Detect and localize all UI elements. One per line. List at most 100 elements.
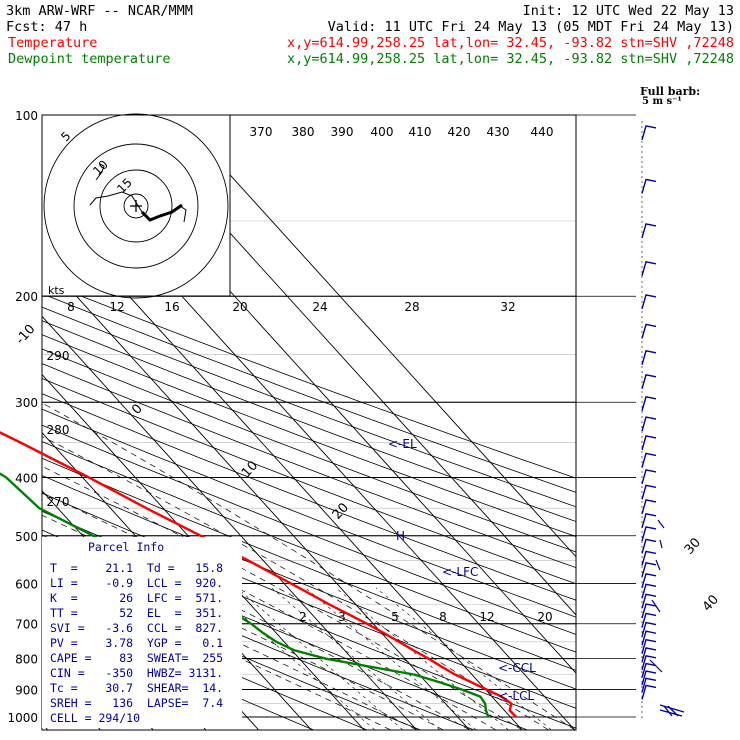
theta-label: 370 bbox=[250, 125, 273, 139]
theta-label: 390 bbox=[331, 125, 354, 139]
wind-barb bbox=[641, 435, 657, 451]
wind-barb bbox=[641, 572, 657, 588]
mixing-ratio-label: 16 bbox=[164, 300, 179, 314]
hodograph-trace-loop bbox=[95, 163, 105, 181]
mixing-ratio-label: 12 bbox=[109, 300, 124, 314]
h-marker: H bbox=[396, 529, 405, 543]
pressure-tick-label: 500 bbox=[15, 530, 38, 544]
theta-label: 410 bbox=[409, 125, 432, 139]
wind-barb bbox=[641, 125, 657, 141]
parcel-info-row: K = 26 LFC = 571. bbox=[50, 591, 223, 605]
wind-barb bbox=[641, 638, 657, 654]
wind-barb bbox=[641, 499, 657, 515]
isotherm bbox=[42, 257, 470, 730]
temperature-location: x,y=614.99,258.25 lat,lon= 32.45, -93.82… bbox=[287, 35, 734, 51]
wind-barb bbox=[659, 704, 685, 717]
dry-adiabat bbox=[42, 475, 576, 690]
parcel-info-row: CIN = -350 HWBZ= 3131. bbox=[50, 666, 223, 680]
mixing-ratio-label: 12 bbox=[479, 610, 494, 624]
mixing-ratio-line bbox=[236, 587, 403, 730]
wind-barb bbox=[641, 223, 657, 239]
mixing-ratio-label: 2 bbox=[299, 610, 307, 624]
theta-label: 400 bbox=[371, 125, 394, 139]
hodograph-ring bbox=[43, 113, 229, 299]
isotherm-label: 20 bbox=[330, 500, 352, 522]
dry-adiabat bbox=[42, 457, 576, 671]
wind-barb bbox=[641, 469, 657, 485]
wind-barb bbox=[641, 593, 657, 609]
mixing-ratio-label: 24 bbox=[312, 300, 327, 314]
hodograph-ring bbox=[99, 169, 173, 243]
dry-adiabat bbox=[42, 280, 576, 479]
mixing-ratio-label: 3 bbox=[338, 610, 346, 624]
dry-adiabat bbox=[42, 589, 367, 730]
isotherm-label: 30 bbox=[682, 535, 704, 557]
pressure-tick-label: 800 bbox=[15, 653, 38, 667]
hodograph-trace-bold bbox=[140, 203, 183, 222]
wind-barb bbox=[641, 323, 657, 339]
parcel-info-row: T = 21.1 Td = 15.8 bbox=[50, 561, 223, 575]
el-marker: <-EL bbox=[388, 437, 417, 451]
dry-adiabat bbox=[42, 424, 576, 635]
wind-barb bbox=[641, 677, 657, 693]
isotherm bbox=[42, 373, 365, 730]
pressure-tick-label: 1000 bbox=[7, 711, 38, 725]
wind-barb bbox=[641, 630, 657, 646]
parcel-info-row: CELL = 294/10 bbox=[50, 711, 140, 725]
temperature-legend: Temperature bbox=[8, 35, 97, 51]
hodograph-units: kts bbox=[48, 284, 65, 297]
init-time: Init: 12 UTC Wed 22 May 13 bbox=[523, 3, 734, 19]
mixing-ratio-label: 20 bbox=[537, 610, 552, 624]
pressure-tick-label: 400 bbox=[15, 471, 38, 485]
wind-barb bbox=[641, 452, 657, 468]
theta-label: 420 bbox=[448, 125, 471, 139]
wind-barbs bbox=[641, 121, 685, 720]
theta-label: 290 bbox=[47, 349, 70, 363]
parcel-info-title: Parcel Info bbox=[88, 540, 164, 554]
theta-label: 380 bbox=[292, 125, 315, 139]
wind-barb bbox=[641, 612, 657, 628]
temperature-profile bbox=[0, 431, 518, 718]
plot-border bbox=[41, 114, 577, 731]
wind-barb bbox=[641, 261, 657, 277]
wind-barb bbox=[641, 550, 657, 566]
isotherm bbox=[175, 115, 576, 558]
dry-adiabat bbox=[42, 348, 576, 553]
model-title: 3km ARW-WRF -- NCAR/MMM bbox=[6, 3, 193, 19]
isotherm bbox=[42, 722, 48, 730]
theta-label: 430 bbox=[487, 125, 510, 139]
pressure-tick-label: 100 bbox=[15, 109, 38, 123]
wind-barb bbox=[641, 484, 657, 500]
theta-label: 280 bbox=[47, 423, 70, 437]
wind-barb bbox=[641, 513, 657, 529]
dry-adiabat bbox=[42, 334, 576, 537]
wind-barb bbox=[641, 684, 657, 700]
dry-adiabat bbox=[42, 377, 576, 585]
parcel-info-row: SVI = -3.6 CCL = 827. bbox=[50, 621, 223, 635]
dry-adiabat bbox=[42, 320, 576, 522]
diagram-grid bbox=[41, 114, 636, 731]
moist-adiabat bbox=[42, 465, 523, 730]
pressure-tick-label: 700 bbox=[15, 618, 38, 632]
parcel-info-row: SREH = 136 LAPSE= 7.4 bbox=[50, 696, 223, 710]
mixing-ratio-label: 8 bbox=[439, 610, 447, 624]
mixing-ratio-label: 28 bbox=[404, 300, 419, 314]
wind-barb bbox=[641, 583, 657, 599]
dewpoint-location: x,y=614.99,258.25 lat,lon= 32.45, -93.82… bbox=[287, 51, 734, 67]
theta-label: 270 bbox=[47, 495, 70, 509]
lfc-marker: <-LFC bbox=[442, 565, 478, 579]
moist-adiabat bbox=[42, 436, 549, 730]
parcel-info-row: CAPE = 83 SWEAT= 255 bbox=[50, 651, 223, 665]
mixing-ratio-line bbox=[271, 587, 440, 730]
wind-barb bbox=[641, 178, 657, 194]
mixing-ratio-line bbox=[375, 587, 552, 730]
valid-time: Valid: 11 UTC Fri 24 May 13 (05 MDT Fri … bbox=[328, 19, 734, 35]
wind-barb bbox=[641, 662, 657, 678]
dry-adiabat bbox=[42, 393, 576, 601]
dewpoint-legend: Dewpoint temperature bbox=[8, 51, 171, 67]
mixing-ratio-label: 32 bbox=[500, 300, 515, 314]
theta-label: 440 bbox=[531, 125, 554, 139]
lcl-marker: <-LCL bbox=[498, 689, 534, 703]
